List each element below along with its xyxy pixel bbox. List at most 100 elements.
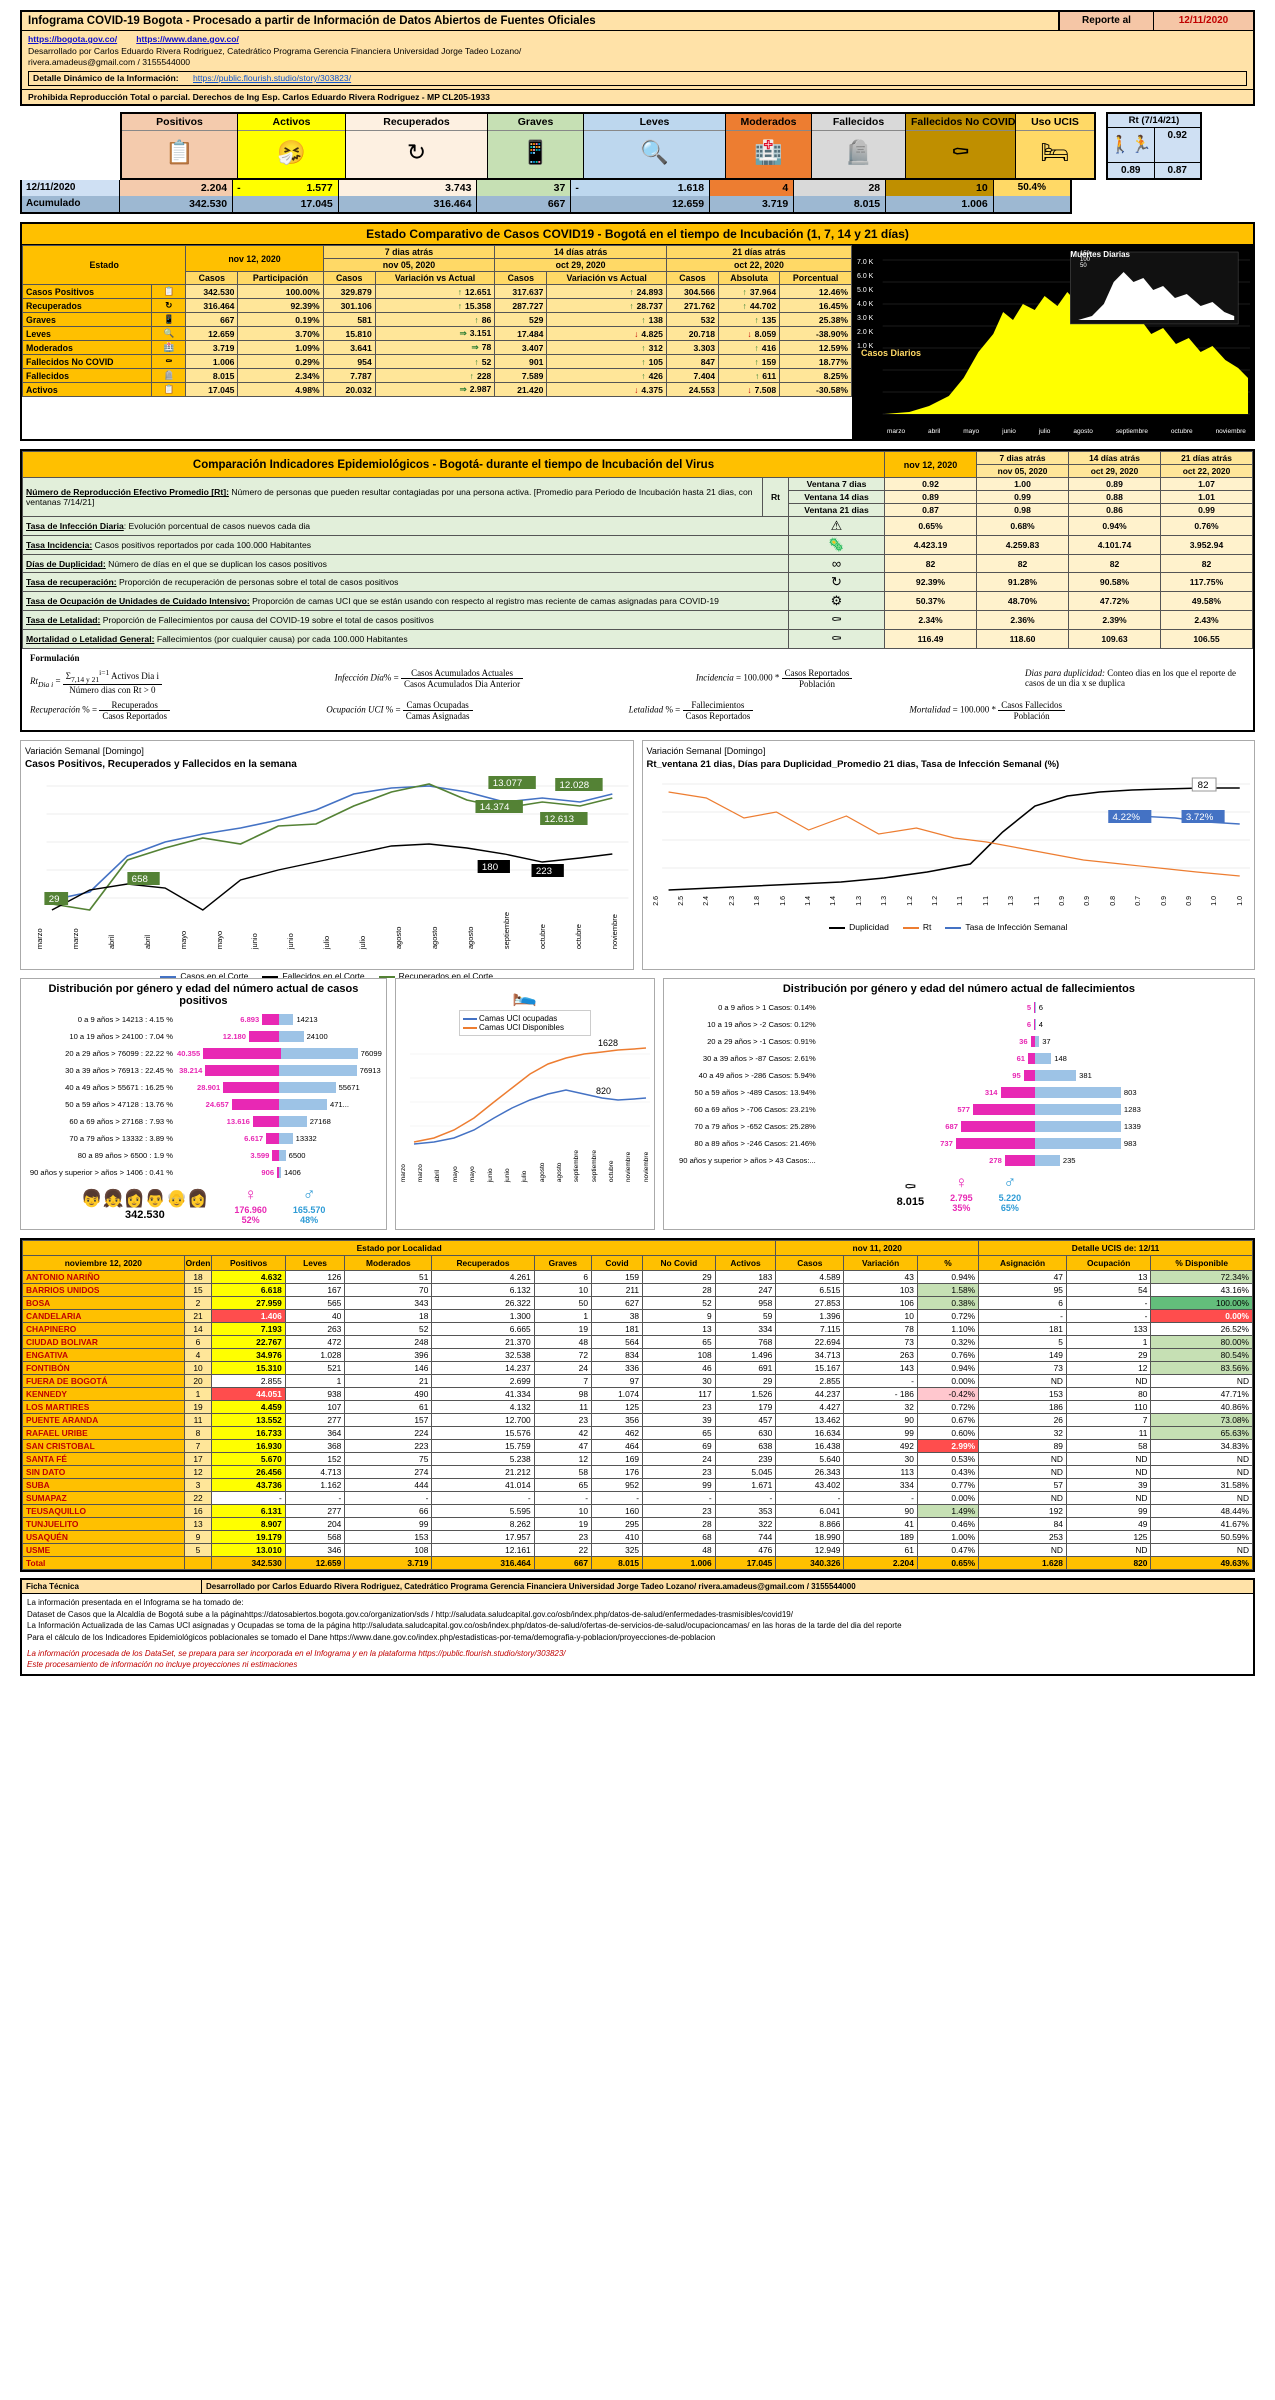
legend-item: Fallecidos en el Corte	[262, 971, 365, 981]
loc-name: SUBA	[22, 1478, 185, 1493]
table-row[interactable]: CANDELARIA 21 1.406 40 18 1.300 1 38 9 59 1.396 10 0…	[22, 1309, 1253, 1324]
ficha-l4: Para el cálculo de los Indicadores Epide…	[27, 1632, 716, 1642]
loc-recuperados: 41.334	[431, 1387, 535, 1402]
table-row[interactable]: FONTIBÓN 10 15.310 521 146 14.237 24 336 46 691 15…	[22, 1361, 1253, 1376]
loc-orden: 8	[183, 1426, 213, 1441]
loc-activos: 5.045	[714, 1465, 777, 1480]
loc-disponible: 48.44%	[1150, 1504, 1253, 1519]
cell-casos-14: 901	[494, 354, 548, 370]
pyramid-deaths-panel: Distribución por género y edad del númer…	[662, 978, 1255, 1231]
pyramid-male-value: 27168	[309, 1117, 331, 1127]
loc-leves: 277	[284, 1413, 346, 1428]
infinity-icon: ∞	[788, 554, 885, 574]
loc-variacion: 78	[843, 1322, 918, 1337]
table-row[interactable]: BARRIOS UNIDOS 15 6.618 167 70 6.132 10 211 28 24…	[22, 1283, 1253, 1298]
table-row[interactable]: BOSA 2 27.959 565 343 26.322 50 627 52 958 27.853 1…	[22, 1296, 1253, 1311]
table-row[interactable]: SAN CRISTOBAL 7 16.930 368 223 15.759 47 464 69 6…	[22, 1439, 1253, 1454]
table-row[interactable]: FUERA DE BOGOTÁ 20 2.855 1 21 2.699 7 97 30 29 2.8…	[22, 1374, 1253, 1389]
table-row[interactable]: SUBA 3 43.736 1.162 444 41.014 65 952 99 1.671 43.…	[22, 1478, 1253, 1493]
loc-casos: 34.713	[775, 1348, 845, 1363]
loc-casos: -	[775, 1491, 845, 1506]
loc-ocupacion: 99	[1065, 1504, 1152, 1519]
cell-por: 25.38%	[779, 312, 852, 328]
pyramid-male-value: 55671	[338, 1083, 360, 1093]
loc-col-no-covid: No Covid	[642, 1255, 716, 1272]
cell-var-7: 52	[374, 354, 496, 370]
detail-label: Detalle Dinámico de la Información:	[33, 72, 179, 83]
indicator-14: 82	[1068, 554, 1161, 574]
loc-leves: 472	[284, 1335, 346, 1350]
loc-asignacion: 153	[978, 1387, 1067, 1402]
loc-pct: 0.72%	[916, 1309, 980, 1324]
ind-col-7-date: nov 05, 2020	[976, 464, 1069, 479]
detail-link[interactable]: https://public.flourish.studio/story/303…	[192, 72, 352, 83]
chart-title-muertes: Muertes Diarias	[1070, 250, 1130, 260]
table-row[interactable]: SIN DATO 12 26.456 4.713 274 21.212 58 176 23 5.0…	[22, 1465, 1253, 1480]
link-dane[interactable]: https://www.dane.gov.co/	[136, 34, 239, 44]
link-bogota[interactable]: https://bogota.gov.co/	[28, 34, 118, 44]
weekly-right-title-sub: [Domingo]	[724, 746, 766, 757]
loc-name: SIN DATO	[22, 1465, 185, 1480]
loc-nocovid: 46	[642, 1361, 716, 1376]
loc-pct: 0.38%	[916, 1296, 980, 1311]
loc-covid: 952	[590, 1478, 644, 1493]
loc-orden: 17	[183, 1452, 213, 1467]
loc-recuperados: 21.370	[431, 1335, 535, 1350]
table-row[interactable]: USAQUÉN 9 19.179 568 153 17.957 23 410 68 744 18.9…	[22, 1530, 1253, 1545]
pyramid-age-label: 10 a 19 años > -2 Casos: 0.12%	[707, 1020, 816, 1030]
indicator-7: 91.28%	[976, 572, 1069, 593]
loc-casos: 15.167	[775, 1361, 845, 1376]
loc-name: BARRIOS UNIDOS	[22, 1283, 185, 1298]
loc-recuperados: 12.161	[431, 1543, 535, 1558]
table-row[interactable]: PUENTE ARANDA 11 13.552 277 157 12.700 23 356 39…	[22, 1413, 1253, 1428]
loc-variacion: 334	[843, 1478, 918, 1493]
table-row[interactable]: TUNJUELITO 13 8.907 204 99 8.262 19 295 28 322 8.8…	[22, 1517, 1253, 1532]
cell-por: 12.59%	[779, 340, 852, 356]
loc-moderados: 248	[344, 1335, 433, 1350]
loc-positivos: 2.855	[211, 1374, 286, 1389]
cell-casos-14: 7.589	[494, 368, 548, 384]
loc-asignacion: 47	[978, 1270, 1067, 1285]
loc-disponible: ND	[1150, 1465, 1253, 1480]
table-row[interactable]: ENGATIVA 4 34.976 1.028 396 32.538 72 834 108 1.4…	[22, 1348, 1253, 1363]
loc-moderados: 75	[344, 1452, 433, 1467]
table-row[interactable]: SUMAPAZ 22- - - - - - - - - -0.00% ND ND ND	[22, 1491, 1253, 1506]
loc-covid: 160	[590, 1504, 644, 1519]
loc-col-moderados: Moderados	[344, 1255, 433, 1272]
table-row[interactable]: SANTA FÉ 17 5.670 152 75 5.238 12 169 24 239 5.640…	[22, 1452, 1253, 1467]
indicator-14: 2.39%	[1068, 610, 1161, 631]
comparative-row: Moderados🏥3.7191.09%3.641783.4073123.303…	[21, 340, 852, 356]
loc-asignacion: 5	[978, 1335, 1067, 1350]
loc-variacion: 263	[843, 1348, 918, 1363]
loc-name: RAFAEL URIBE	[22, 1426, 185, 1441]
table-row[interactable]: TEUSAQUILLO 16 6.131 277 66 5.595 10 160 23 353 6.…	[22, 1504, 1253, 1519]
table-row[interactable]: CHAPINERO 14 7.193 263 52 6.665 19 181 13 334 7.11…	[22, 1322, 1253, 1337]
cell-casos-14: 317.637	[494, 284, 548, 300]
th-21d: 21 días atrás	[665, 245, 853, 260]
table-row[interactable]: ANTONIO NARIÑO 18 4.632 126 51 4.261 6 159 29 183…	[22, 1270, 1253, 1285]
uci-legend-0: Camas UCI ocupadas	[479, 1014, 558, 1024]
th-7d-date: nov 05, 2020	[322, 258, 496, 273]
cell-recuperados-cum: 316.464	[338, 196, 478, 213]
cell-casos-21: 24.553	[665, 382, 720, 398]
table-row[interactable]: LOS MARTIRES 19 4.459 107 61 4.132 11 125 23 179 4…	[22, 1400, 1253, 1415]
table-row[interactable]: USME 5 13.010 346 108 12.161 22 325 48 476 12.949 6…	[22, 1543, 1253, 1558]
table-row[interactable]: RAFAEL URIBE 8 16.733 364 224 15.576 42 462 65 63…	[22, 1426, 1253, 1441]
ficha-l5: La información procesada de los DataSet,…	[27, 1648, 566, 1658]
loc-recuperados: 12.700	[431, 1413, 535, 1428]
loc-graves: 23	[533, 1530, 593, 1545]
loc-name: CANDELARIA	[22, 1309, 185, 1324]
mortality-area-chart: Muertes Diarias Casos Diarios	[855, 248, 1250, 437]
weekly-left-title: Variación Semanal	[25, 746, 100, 757]
loc-graves: 22	[533, 1543, 593, 1558]
table-row[interactable]: CIUDAD BOLIVAR 6 22.767 472 248 21.370 48 564 65…	[22, 1335, 1253, 1350]
cell-positivos-cum: 342.530	[119, 196, 234, 213]
loc-disponible: 83.56%	[1150, 1361, 1253, 1376]
loc-recuperados: 41.014	[431, 1478, 535, 1493]
rt-14: 0.89	[1108, 163, 1155, 179]
ficha-title: Ficha Técnica	[22, 1580, 202, 1594]
table-row[interactable]: KENNEDY 1 44.051 938 490 41.334 98 1.074 117 1.52…	[22, 1387, 1253, 1402]
loc-recuperados: 6.132	[431, 1283, 535, 1298]
loc-total-pct: 0.65%	[916, 1556, 980, 1571]
loc-recuperados: 6.665	[431, 1322, 535, 1337]
